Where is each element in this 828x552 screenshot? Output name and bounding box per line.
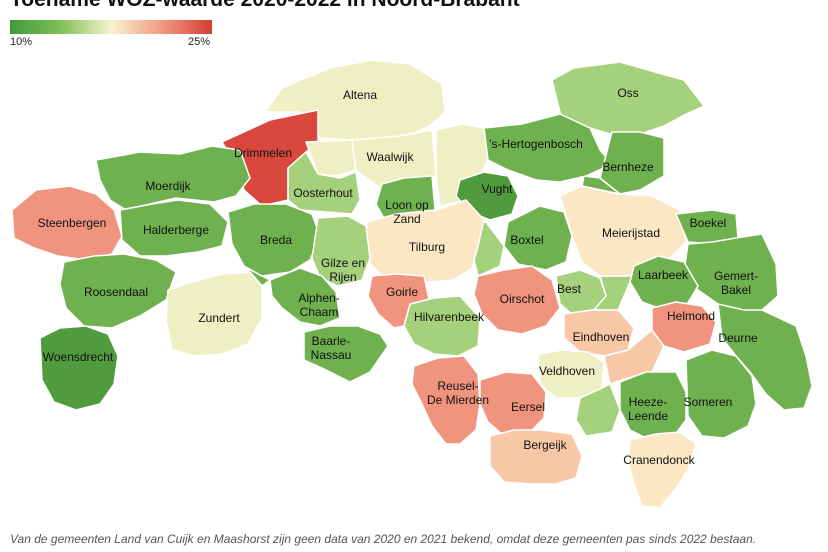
map-region-unlabeled (575, 383, 621, 437)
region-helmond[interactable] (651, 301, 717, 353)
label-oosterhout: Oosterhout (293, 186, 353, 200)
region-alphen-chaam[interactable] (269, 267, 341, 327)
label-breda: Breda (260, 233, 292, 247)
legend-min-label: 10% (10, 36, 33, 48)
label-veldhoven: Veldhoven (539, 364, 595, 378)
label-reusel-de-mierden: Reusel-De Mierden (427, 379, 489, 407)
label-boekel: Boekel (690, 216, 727, 230)
label-gemert-bakel: Gemert-Bakel (714, 269, 758, 297)
label-moerdijk: Moerdijk (145, 179, 191, 193)
label-meierijstad: Meierijstad (602, 226, 660, 240)
region-baarle-nassau[interactable] (303, 325, 389, 383)
region-eindhoven[interactable] (563, 309, 635, 357)
region-woensdrecht[interactable] (39, 325, 119, 411)
region-cranendonck[interactable] (627, 431, 697, 509)
label-heeze-leende: Heeze-Leende (628, 395, 668, 423)
label-roosendaal: Roosendaal (84, 285, 148, 299)
region-veldhoven[interactable] (537, 349, 605, 399)
label-hilvarenbeek: Hilvarenbeek (414, 310, 485, 324)
label--s-hertogenbosch: 's-Hertogenbosch (489, 137, 583, 151)
label-eersel: Eersel (511, 400, 545, 414)
label-waalwijk: Waalwijk (367, 150, 415, 164)
label-tilburg: Tilburg (409, 240, 445, 254)
region-heeze-leende[interactable] (619, 371, 687, 441)
label-cranendonck: Cranendonck (623, 453, 695, 467)
region-breda[interactable] (227, 203, 321, 277)
region-halderberge[interactable] (119, 199, 229, 257)
label-woensdrecht: Woensdrecht (43, 350, 114, 364)
region-bergeijk[interactable] (489, 429, 583, 485)
label-eindhoven: Eindhoven (573, 330, 630, 344)
region-altena[interactable] (264, 59, 446, 151)
footnote: Van de gemeenten Land van Cuijk en Maash… (10, 532, 757, 546)
region-bernheze[interactable] (599, 131, 665, 195)
region-someren[interactable] (685, 349, 757, 439)
label-vught: Vught (482, 182, 514, 196)
region-waalwijk[interactable] (305, 139, 357, 177)
label-halderberge: Halderberge (143, 223, 209, 237)
label-helmond: Helmond (667, 309, 715, 323)
color-scale-legend (10, 20, 212, 34)
label-alphen-chaam: Alphen-Chaam (298, 291, 339, 319)
label-someren: Someren (684, 395, 733, 409)
chart-title: Toename WOZ-waarde 2020-2022 in Noord-Br… (10, 0, 520, 12)
label-boxtel: Boxtel (510, 233, 543, 247)
region-roosendaal[interactable] (59, 253, 177, 329)
region-oirschot[interactable] (473, 265, 561, 335)
region-oosterhout[interactable] (287, 151, 361, 215)
region-meierijstad[interactable] (559, 185, 687, 277)
map-region-unlabeled (603, 329, 665, 385)
label-zundert: Zundert (198, 311, 240, 325)
label-loon-op-zand: Loon op Zand (385, 198, 429, 226)
label-bernheze: Bernheze (602, 160, 654, 174)
region-reusel-de-mierden[interactable] (411, 355, 481, 445)
region-zundert[interactable] (165, 271, 263, 357)
label-oss: Oss (617, 86, 638, 100)
region-eersel[interactable] (479, 371, 547, 437)
region-hilvarenbeek[interactable] (403, 295, 481, 357)
label-laarbeek: Laarbeek (638, 268, 689, 282)
label-goirle: Goirle (386, 285, 418, 299)
label-steenbergen: Steenbergen (38, 216, 107, 230)
region-steenbergen[interactable] (11, 185, 123, 261)
label-oirschot: Oirschot (500, 292, 545, 306)
region-best[interactable] (555, 269, 607, 317)
label-drimmelen: Drimmelen (234, 146, 292, 160)
label-best: Best (557, 282, 582, 296)
label-altena: Altena (343, 88, 377, 102)
label-deurne: Deurne (718, 331, 758, 345)
region-boxtel[interactable] (503, 205, 573, 271)
region--s-hertogenbosch[interactable] (483, 113, 613, 183)
region-gilze-en-rijen[interactable] (311, 215, 371, 287)
region-moerdijk[interactable] (95, 145, 251, 211)
label-gilze-en-rijen: Gilze en Rijen (321, 256, 365, 284)
label-bergeijk: Bergeijk (523, 438, 567, 452)
label-baarle-nassau: Baarle-Nassau (311, 334, 352, 362)
legend-max-label: 25% (188, 36, 211, 48)
